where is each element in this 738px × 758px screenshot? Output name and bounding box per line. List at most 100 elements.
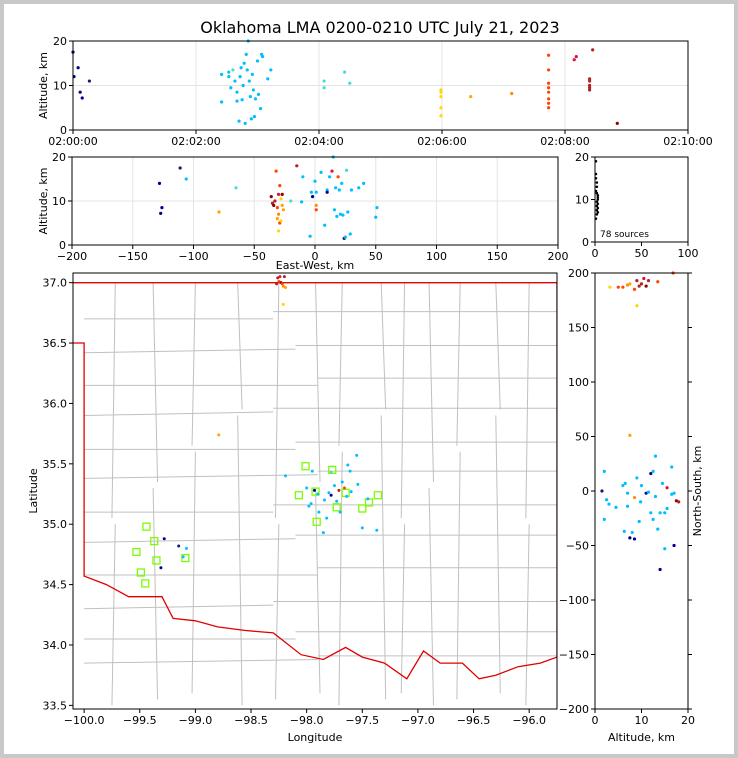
x-tick-label: 150 [487, 250, 508, 263]
source-point [338, 212, 343, 216]
source-point [308, 234, 312, 238]
source-point [309, 190, 313, 194]
county-boundary [495, 282, 501, 410]
source-point [608, 285, 612, 289]
source-point [335, 214, 339, 218]
source-point [344, 168, 349, 172]
source-point [346, 463, 350, 467]
source-point [325, 516, 329, 520]
source-point [282, 275, 286, 279]
y-axis-label: Altitude, km [37, 52, 50, 119]
histogram-point [595, 200, 599, 203]
source-point [602, 517, 606, 521]
source-point [439, 106, 443, 110]
axes-frame [594, 156, 689, 243]
source-point [317, 510, 321, 514]
source-point [588, 79, 592, 83]
source-point [329, 493, 333, 497]
source-point [343, 235, 347, 239]
histogram-point [595, 213, 599, 216]
source-point [316, 492, 320, 496]
source-point [615, 121, 619, 125]
y-tick-label: 0 [59, 239, 66, 252]
source-point [235, 90, 239, 94]
x-tick-label: 50 [369, 250, 383, 263]
county-boundary [84, 658, 318, 664]
county-boundary [380, 415, 387, 700]
x-axis-label: Altitude, km [608, 731, 675, 744]
y-tick-label: 10 [53, 80, 67, 93]
source-point [87, 79, 91, 83]
source-point [625, 504, 630, 508]
source-point [249, 117, 253, 121]
county-boundary [191, 451, 196, 694]
county-boundary [428, 282, 434, 482]
source-point [621, 285, 625, 289]
y-tick-label: 20 [53, 35, 67, 48]
source-point [78, 90, 82, 94]
source-point [313, 179, 317, 183]
source-point [309, 502, 313, 506]
x-tick-label: −150 [118, 250, 148, 263]
x-tick-label: −96.0 [512, 714, 546, 727]
source-point [250, 72, 254, 76]
x-tick-label: −99.5 [123, 714, 157, 727]
source-point [323, 223, 327, 227]
histogram-point [595, 185, 599, 189]
x-tick-label: −97.0 [401, 714, 435, 727]
county-boundary [525, 282, 530, 519]
source-point [644, 284, 648, 288]
source-point [349, 188, 354, 192]
source-point [630, 530, 634, 535]
source-point [325, 190, 329, 194]
source-point [591, 48, 595, 52]
source-point [276, 192, 281, 196]
source-point [341, 213, 345, 217]
source-point [663, 511, 667, 515]
source-point [280, 203, 284, 207]
x-axis-label: Longitude [288, 731, 343, 744]
source-point [670, 465, 674, 469]
source-point [646, 490, 651, 494]
histogram-point [596, 210, 600, 214]
county-boundary [237, 282, 243, 410]
source-point [665, 506, 669, 511]
source-point [349, 490, 353, 494]
x-tick-label: −100.0 [64, 714, 105, 727]
source-point [314, 190, 318, 194]
source-point [312, 488, 316, 492]
source-point [357, 186, 361, 190]
source-point [322, 498, 326, 502]
source-point [348, 469, 352, 473]
county-boundary [338, 282, 343, 446]
source-point [240, 98, 244, 102]
county-map [73, 275, 557, 706]
x-tick-label: 02:06:00 [417, 135, 466, 148]
source-point [355, 453, 359, 457]
county-boundary [428, 487, 434, 706]
source-point [439, 90, 443, 94]
source-point [235, 99, 239, 103]
source-point [332, 208, 337, 212]
source-point [275, 282, 279, 286]
source-point [635, 304, 639, 308]
y-tick-label: −50 [566, 540, 589, 553]
source-point [227, 70, 231, 74]
lma-station-marker [294, 491, 304, 500]
source-point [439, 88, 443, 92]
source-point [329, 470, 333, 474]
source-point [588, 88, 592, 92]
panel-time-altitude: 02:00:00 02:02:00 02:04:00 02:06:00 02:08:00… [37, 35, 713, 148]
source-point [614, 505, 618, 509]
histogram-point [596, 202, 600, 206]
x-tick-label: −96.5 [457, 714, 491, 727]
source-point [184, 546, 188, 550]
axes-frame [71, 156, 559, 246]
source-count-annotation: 78 sources [600, 230, 649, 240]
y-tick-label: 35.5 [43, 458, 68, 471]
source-point [217, 210, 221, 214]
source-point [314, 208, 318, 212]
y-tick-label: 50 [575, 431, 589, 444]
lma-station-marker [150, 536, 159, 546]
county-boundary [84, 411, 274, 417]
